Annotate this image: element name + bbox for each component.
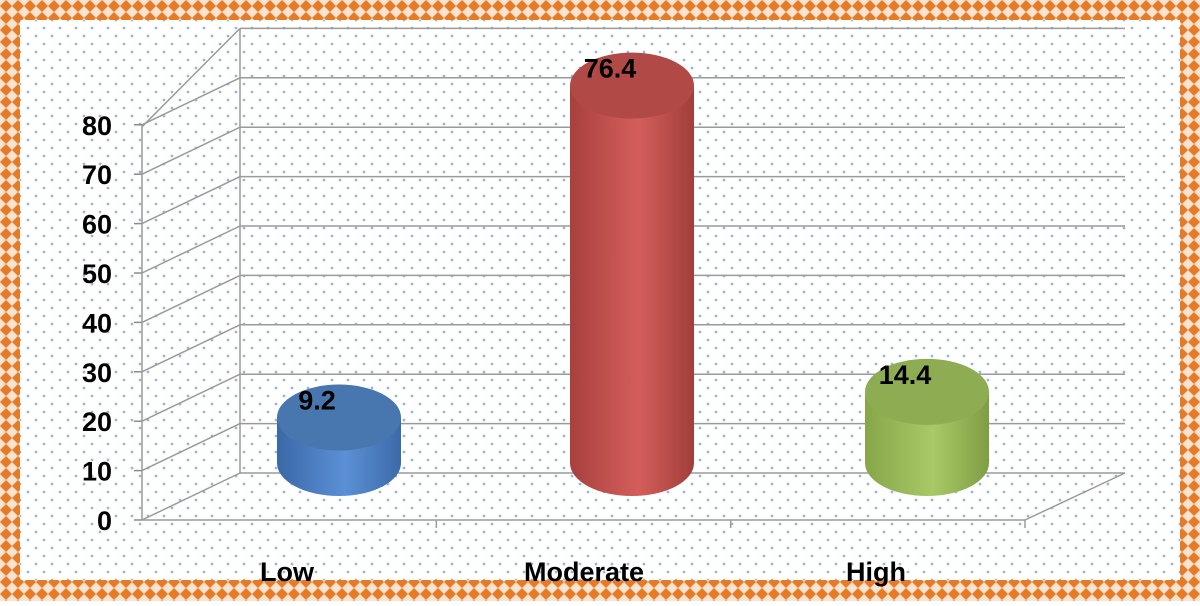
x-tick-label-high: High xyxy=(846,557,906,587)
gridline-side-80 xyxy=(141,77,241,126)
data-label-1: 76.4 xyxy=(584,54,637,84)
bar-top-shade-0 xyxy=(277,384,401,451)
data-label-2: 14.4 xyxy=(879,360,932,390)
bar-high xyxy=(865,358,989,496)
y-tick-label-20: 20 xyxy=(82,407,112,437)
y-tick-label-10: 10 xyxy=(82,457,112,487)
y-tick-label-50: 50 xyxy=(82,259,112,289)
gridline-side-20 xyxy=(141,373,241,422)
y-tick-label-60: 60 xyxy=(82,210,112,240)
gridline-side-10 xyxy=(141,422,241,472)
gridline-side-60 xyxy=(141,175,241,225)
y-tick-label-40: 40 xyxy=(82,308,112,338)
gridline-side-30 xyxy=(141,324,241,373)
bar-top-shade-2 xyxy=(865,358,989,425)
floor-right-edge xyxy=(1024,472,1126,521)
bars xyxy=(277,52,989,497)
gridline-side-top xyxy=(141,27,241,128)
bar-top-1 xyxy=(570,52,694,119)
bar-moderate xyxy=(570,52,694,497)
y-tick-label-30: 30 xyxy=(82,358,112,388)
bar-top-0 xyxy=(277,384,401,451)
gridline-side-50 xyxy=(141,225,241,274)
y-tick-label-80: 80 xyxy=(82,111,112,141)
bar-low xyxy=(277,384,401,496)
bar-top-shade-1 xyxy=(570,52,694,119)
bar-top-2 xyxy=(865,358,989,425)
x-tick-label-moderate: Moderate xyxy=(524,557,644,587)
x-tick-label-low: Low xyxy=(260,557,315,587)
gridline-side-0 xyxy=(141,472,241,521)
labels: 0 10 20 30 40 50 60 70 80 9.2 Low 76.4 Moderate 14.4 H… xyxy=(82,54,931,587)
gridline-side-40 xyxy=(141,274,241,324)
bar-body-1 xyxy=(570,85,694,497)
y-tick-label-0: 0 xyxy=(97,506,112,536)
gridline-side-70 xyxy=(141,126,241,175)
data-label-0: 9.2 xyxy=(298,386,336,416)
y-tick-label-70: 70 xyxy=(82,160,112,190)
